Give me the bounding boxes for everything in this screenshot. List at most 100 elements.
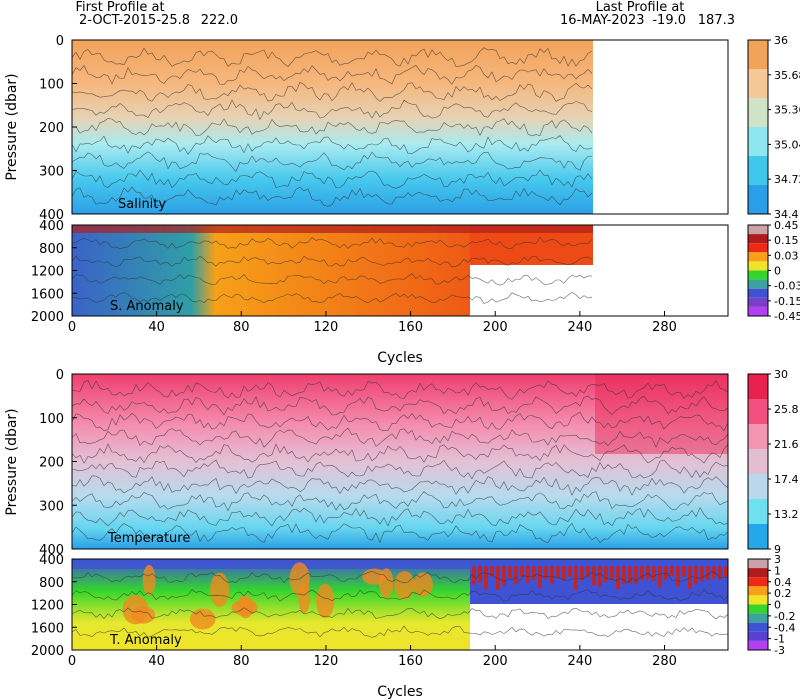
contour-line: [71, 522, 729, 544]
contour-line: [71, 459, 729, 480]
colorbar-tick-label: -0.45: [774, 310, 800, 323]
temperature-anomaly-surface-band: [72, 559, 728, 569]
temperature-field-warm: [595, 374, 728, 454]
x-tick-label: 0: [68, 320, 76, 335]
colorbar-tick-label: -0.03: [774, 280, 800, 293]
colorbar-swatch: [748, 270, 768, 280]
colorbar-swatch: [748, 604, 768, 614]
y-tick-label: 1600: [31, 621, 64, 636]
gap-stripe: [492, 265, 497, 316]
y-tick-label: 400: [39, 553, 64, 568]
contour-line: [71, 236, 593, 250]
salinity-anomaly-x-axis-label: Cycles: [377, 350, 423, 366]
x-tick-label: 120: [314, 320, 339, 335]
warm-column: [556, 566, 560, 578]
warm-column: [568, 566, 572, 577]
warm-column: [550, 566, 554, 584]
warm-column: [562, 566, 566, 581]
colorbar-tick-label: 9: [774, 543, 781, 556]
gap-stripe: [572, 604, 577, 650]
gap-stripe: [512, 265, 517, 316]
contour-line: [71, 273, 593, 286]
warm-column: [580, 566, 584, 581]
warm-column: [520, 566, 524, 578]
colorbar-swatch: [748, 98, 768, 127]
colorbar-swatch: [748, 40, 768, 69]
last-profile-title: Last Profile at: [596, 0, 685, 15]
header-last-profile: Last Profile at 16-MAY-2023 -19.0 187.3: [560, 0, 735, 28]
warm-patch: [298, 582, 311, 614]
colorbar-tick-label: 0.45: [774, 219, 799, 232]
contour-line: [71, 135, 593, 155]
y-tick-label: 200: [39, 456, 64, 471]
first-profile-lat: -25.8: [156, 13, 190, 28]
warm-column: [640, 566, 644, 580]
contour-line: [71, 151, 592, 172]
gap-stripe: [592, 265, 597, 316]
contour-line: [71, 65, 593, 86]
contour-line: [71, 507, 729, 527]
colorbar-swatch: [748, 586, 768, 596]
colorbar-tick-label: 13.2: [774, 508, 799, 521]
y-tick-label: 800: [39, 242, 64, 257]
colorbar-tick-label: 34.4: [774, 208, 799, 221]
colorbar-tick-label: 35.36: [774, 104, 800, 117]
gap-stripe: [702, 604, 707, 650]
x-tick-label: 240: [567, 320, 592, 335]
colorbar-tick-label: 21.6: [774, 438, 799, 451]
x-tick-label: 160: [398, 320, 423, 335]
temperature-anomaly-x-axis-label: Cycles: [377, 684, 423, 700]
y-tick-label: 100: [39, 412, 64, 427]
colorbar-tick-label: 0.2: [774, 587, 792, 600]
y-tick-label: 1200: [31, 599, 64, 614]
colorbar-swatch: [748, 622, 768, 632]
contour-line: [71, 395, 729, 416]
gap-stripe: [582, 265, 587, 316]
warm-column: [646, 566, 650, 580]
last-profile-date: 16-MAY-2023: [560, 13, 645, 28]
gap-stripe: [482, 604, 487, 650]
gap-stripe: [542, 265, 547, 316]
colorbar-tick-label: -3: [774, 644, 785, 657]
gap-stripe: [512, 604, 517, 650]
colorbar-swatch: [748, 288, 768, 298]
x-tick-label: 200: [483, 654, 508, 669]
contour-line: [71, 255, 593, 268]
colorbar-tick-label: 25.8: [774, 403, 799, 416]
contour-line: [71, 625, 729, 638]
salinity-y-ticks: 0 100 200 300 400: [39, 34, 77, 223]
contour-line: [71, 169, 593, 189]
gap-stripe: [672, 604, 677, 650]
temperature-anomaly-panel-label: T. Anomaly: [109, 633, 182, 648]
colorbar-swatch: [748, 225, 768, 235]
temperature-anomaly-y-ticks: 400 800 1200 1600 2000: [31, 553, 77, 659]
colorbar-swatch: [748, 559, 768, 569]
warm-patch: [210, 572, 230, 608]
x-tick-label: 120: [314, 654, 339, 669]
header-first-profile: First Profile at 2-OCT-2015 -25.8 222.0: [75, 0, 238, 28]
warm-column: [664, 566, 668, 581]
colorbar-tick-label: 0: [774, 265, 781, 278]
colorbar-tick-label: 34.72: [774, 173, 800, 186]
contour-line: [71, 379, 729, 400]
warm-column: [652, 566, 656, 581]
y-tick-label: 0: [56, 34, 64, 49]
contour-line: [71, 291, 593, 304]
temperature-anomaly-x-ticks: 0 40 80 120 160 200 240 280: [68, 645, 677, 669]
colorbar-tick-label: 0.03: [774, 249, 799, 262]
colorbar-tick-label: -0.15: [774, 295, 800, 308]
first-profile-title: First Profile at: [75, 0, 164, 15]
warm-column: [532, 566, 536, 580]
gap-stripe: [522, 604, 527, 650]
warm-column: [502, 566, 506, 586]
warm-column: [538, 566, 542, 588]
colorbar-swatch: [748, 499, 768, 524]
x-tick-label: 80: [233, 654, 250, 669]
colorbar-tick-label: 35.68: [774, 69, 800, 82]
warm-column: [712, 566, 716, 579]
y-tick-label: 100: [39, 78, 64, 93]
warm-column: [496, 566, 500, 590]
gap-stripe: [552, 265, 557, 316]
first-profile-lon: 222.0: [201, 13, 238, 28]
colorbar-swatch: [748, 568, 768, 578]
